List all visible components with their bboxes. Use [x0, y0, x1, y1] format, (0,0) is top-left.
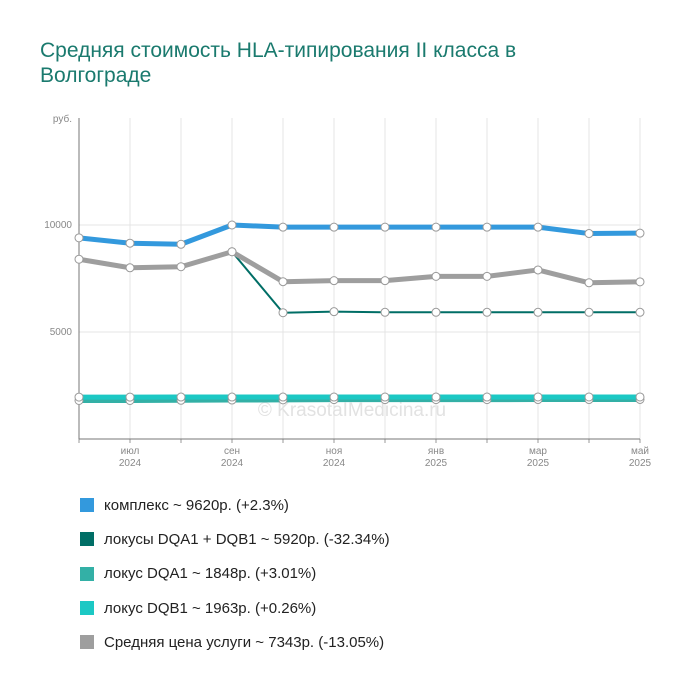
legend-swatch — [80, 498, 94, 513]
point — [431, 222, 441, 232]
legend-item: Средняя цена услуги ~ 7343р. (-13.05%) — [80, 625, 390, 659]
x-tick-label: 2024 — [323, 458, 346, 469]
point — [431, 307, 441, 317]
point — [278, 277, 288, 287]
point — [74, 254, 84, 264]
legend-label: локус DQB1 ~ 1963р. (+0.26%) — [104, 599, 317, 617]
x-tick-label: май — [631, 446, 649, 457]
point — [635, 228, 645, 238]
point — [380, 307, 390, 317]
point — [227, 247, 237, 257]
legend-swatch — [80, 566, 94, 581]
point — [176, 239, 186, 249]
point — [125, 392, 135, 402]
point — [74, 233, 84, 243]
point — [176, 262, 186, 272]
watermark: © KrasotaIMedicina.ru — [258, 400, 446, 421]
legend-swatch — [80, 601, 94, 616]
series-line — [76, 222, 643, 247]
point — [329, 392, 339, 402]
x-tick-label: сен — [224, 446, 240, 457]
x-tick-label: 2025 — [425, 458, 448, 469]
point — [533, 392, 543, 402]
legend-label: локусы DQA1 + DQB1 ~ 5920р. (-32.34%) — [104, 530, 390, 548]
point — [533, 307, 543, 317]
point — [278, 392, 288, 402]
legend-item: локусы DQA1 + DQB1 ~ 5920р. (-32.34%) — [80, 522, 390, 556]
legend-label: комплекс ~ 9620р. (+2.3%) — [104, 496, 289, 514]
x-tick-label: 2024 — [221, 458, 244, 469]
point — [278, 222, 288, 232]
point — [635, 307, 645, 317]
point — [482, 307, 492, 317]
point — [125, 263, 135, 273]
legend-label: Средняя цена услуги ~ 7343р. (-13.05%) — [104, 633, 385, 651]
point — [380, 392, 390, 402]
legend-label: локус DQA1 ~ 1848р. (+3.01%) — [104, 565, 317, 583]
point — [176, 392, 186, 402]
x-tick-label: ноя — [326, 446, 343, 457]
point — [635, 392, 645, 402]
legend-swatch — [80, 532, 94, 547]
series-line — [76, 249, 643, 286]
point — [329, 276, 339, 286]
point — [74, 392, 84, 402]
x-tick-label: 2025 — [629, 458, 652, 469]
x-tick-label: 2024 — [119, 458, 142, 469]
point — [533, 265, 543, 275]
point — [635, 277, 645, 287]
series-line — [76, 396, 643, 403]
point — [533, 222, 543, 232]
point — [380, 276, 390, 286]
x-tick-label: 2025 — [527, 458, 550, 469]
point — [227, 392, 237, 402]
point — [125, 238, 135, 248]
y-tick-label: 10000 — [44, 220, 72, 231]
legend: комплекс ~ 9620р. (+2.3%) локусы DQA1 + D… — [80, 488, 390, 659]
legend-item: локус DQA1 ~ 1848р. (+3.01%) — [80, 557, 390, 591]
point — [278, 308, 288, 318]
legend-swatch — [80, 635, 94, 650]
point — [431, 271, 441, 281]
legend-item: локус DQB1 ~ 1963р. (+0.26%) — [80, 591, 390, 625]
point — [380, 222, 390, 232]
y-unit: руб. — [53, 113, 72, 125]
point — [584, 278, 594, 288]
point — [329, 222, 339, 232]
point — [584, 307, 594, 317]
x-tick-label: мар — [529, 446, 547, 457]
point — [482, 222, 492, 232]
point — [329, 307, 339, 317]
point — [584, 229, 594, 239]
legend-item: комплекс ~ 9620р. (+2.3%) — [80, 488, 390, 522]
point — [482, 392, 492, 402]
x-tick-label: июл — [121, 446, 140, 457]
point — [482, 271, 492, 281]
chart-title: Средняя стоимость HLA-типирования II кла… — [40, 39, 517, 87]
x-tick-label: янв — [428, 446, 444, 457]
y-tick-label: 5000 — [50, 327, 73, 338]
point — [584, 392, 594, 402]
point — [227, 220, 237, 230]
point — [431, 392, 441, 402]
